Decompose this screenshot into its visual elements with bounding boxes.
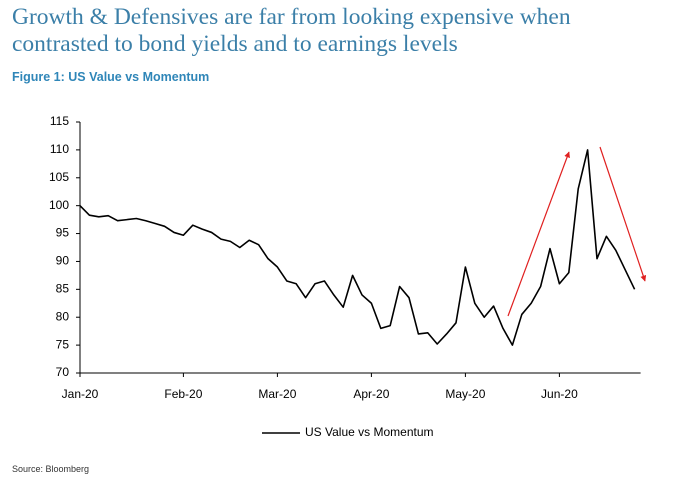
- data-line: [79, 149, 636, 346]
- headline-line: Growth & Defensives are far from looking…: [12, 4, 571, 30]
- x-tick-label: Jan-20: [62, 387, 99, 401]
- y-tick-label: 90: [56, 254, 70, 268]
- y-tick-label: 100: [49, 198, 69, 212]
- y-tick-label: 110: [50, 142, 69, 156]
- y-tick-label: 115: [50, 114, 69, 128]
- x-tick-label: Jun-20: [541, 387, 578, 401]
- y-tick-label: 95: [56, 226, 70, 240]
- annotation-arrow: [507, 151, 570, 317]
- source: Source: Bloomberg: [12, 464, 90, 474]
- y-tick-label: 85: [56, 282, 70, 296]
- y-tick-label: 80: [56, 309, 70, 323]
- y-tick-label: 75: [56, 337, 70, 351]
- headline-line: contrasted to bond yields and to earning…: [12, 31, 458, 57]
- y-tick-label: 70: [56, 365, 70, 379]
- legend-label: US Value vs Momentum: [305, 425, 434, 439]
- annotation-arrow: [599, 146, 647, 282]
- x-tick-label: Mar-20: [258, 387, 296, 401]
- y-tick-label: 105: [49, 170, 69, 184]
- x-tick-label: Feb-20: [164, 387, 202, 401]
- figure-label: Figure 1: US Value vs Momentum: [12, 70, 210, 84]
- x-tick-label: May-20: [445, 387, 485, 401]
- x-tick-label: Apr-20: [353, 387, 389, 401]
- headline: Growth & Defensives are far from looking…: [12, 4, 571, 58]
